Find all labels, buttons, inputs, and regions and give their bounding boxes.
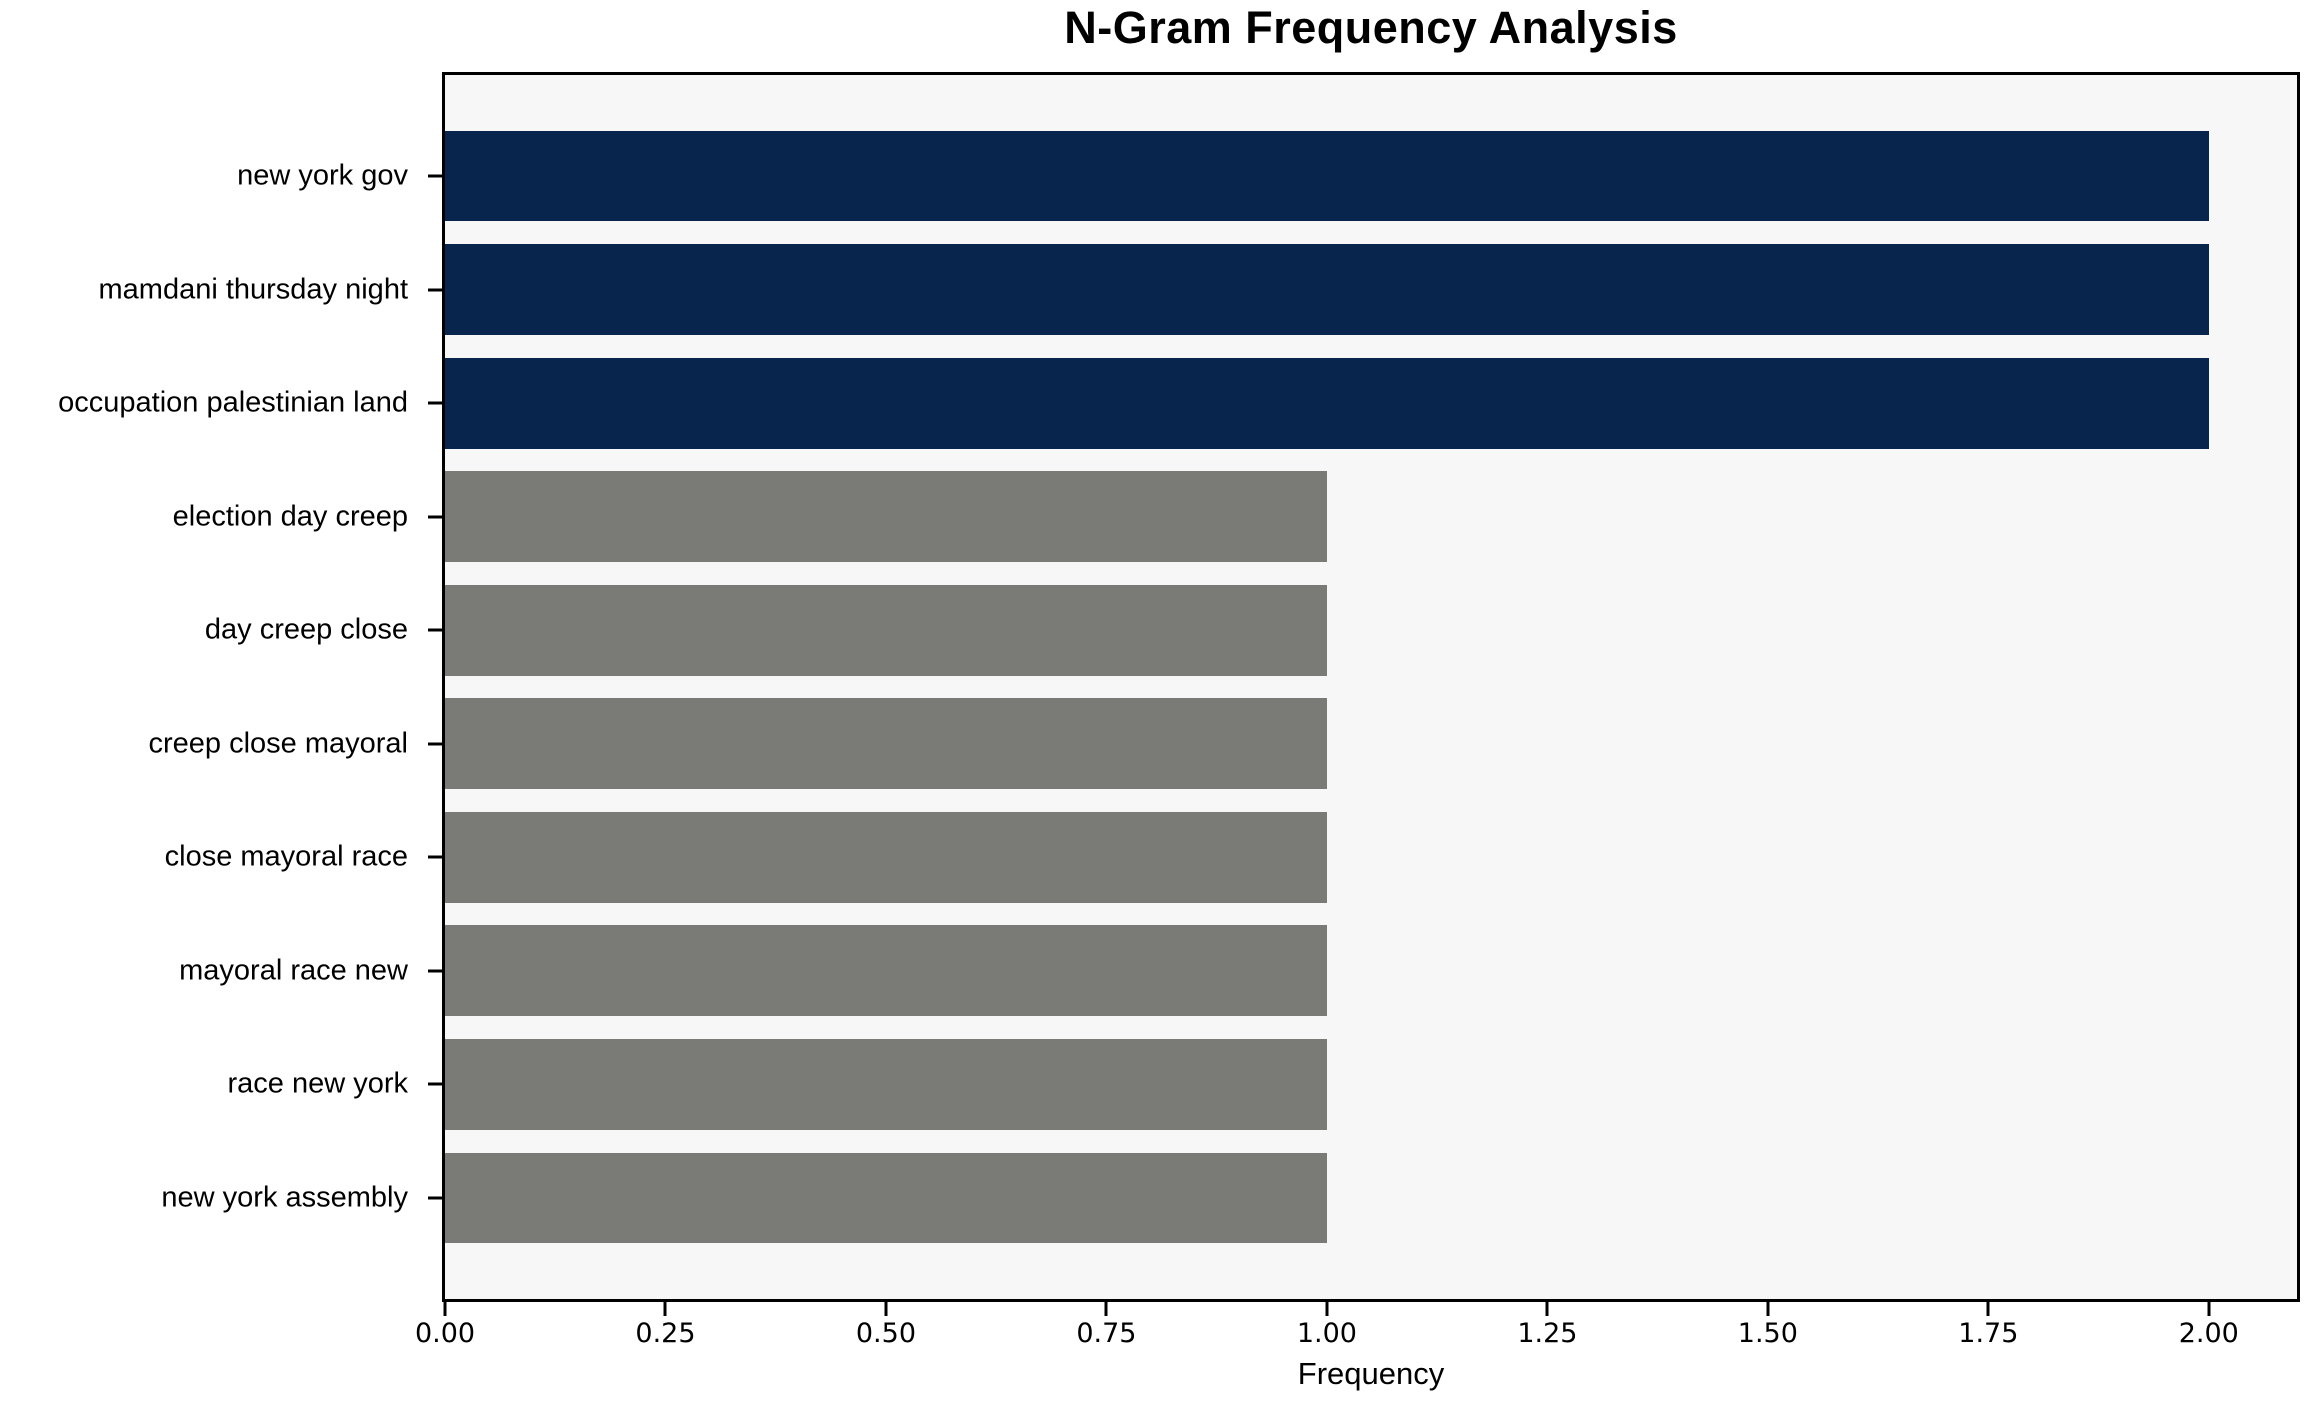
y-tick-label: new york gov — [237, 159, 408, 192]
y-tick-mark — [428, 969, 442, 973]
y-tick-label: occupation palestinian land — [58, 386, 408, 419]
x-tick-mark — [2207, 1302, 2211, 1316]
y-tick-label: election day creep — [172, 500, 408, 533]
y-axis-ticks — [428, 75, 442, 1299]
x-tick-label: 0.25 — [635, 1318, 696, 1349]
x-axis-ticks — [443, 1302, 2297, 1318]
x-tick-label: 1.50 — [1737, 1318, 1798, 1349]
x-tick-mark — [663, 1302, 667, 1316]
x-tick-mark — [1325, 1302, 1329, 1316]
y-tick-label: close mayoral race — [164, 840, 408, 873]
bar — [445, 925, 1327, 1017]
y-tick-label: day creep close — [204, 613, 408, 646]
y-tick-label: new york assembly — [161, 1181, 408, 1214]
bar — [445, 584, 1327, 676]
y-tick-mark — [428, 174, 442, 178]
x-tick-mark — [1545, 1302, 1549, 1316]
y-tick-mark — [428, 401, 442, 405]
y-tick-label: race new york — [227, 1067, 408, 1100]
y-tick-mark — [428, 628, 442, 632]
bar — [445, 1038, 1327, 1130]
chart-title: N-Gram Frequency Analysis — [1064, 2, 1678, 53]
y-tick-label: creep close mayoral — [148, 727, 409, 760]
x-tick-label: 0.50 — [855, 1318, 916, 1349]
plot-area — [442, 72, 2300, 1302]
x-tick-mark — [1104, 1302, 1108, 1316]
bar — [445, 357, 2209, 449]
y-tick-mark — [428, 1196, 442, 1200]
y-tick-mark — [428, 742, 442, 746]
y-tick-mark — [428, 288, 442, 292]
x-tick-label: 1.00 — [1296, 1318, 1357, 1349]
x-axis-title: Frequency — [1297, 1356, 1445, 1391]
x-tick-label: 2.00 — [2178, 1318, 2239, 1349]
x-tick-mark — [884, 1302, 888, 1316]
y-axis-labels: new york gov mamdani thursday night occupa… — [0, 75, 408, 1299]
y-tick-mark — [428, 855, 442, 859]
y-tick-label: mamdani thursday night — [98, 273, 409, 306]
x-tick-mark — [1986, 1302, 1990, 1316]
bar — [445, 1152, 1327, 1244]
bar — [445, 698, 1327, 790]
x-tick-label: 0.00 — [414, 1318, 476, 1349]
x-tick-label: 0.75 — [1076, 1318, 1137, 1349]
bar — [445, 811, 1327, 903]
x-axis-tick-labels: 0.00 0.25 0.50 0.75 1.00 1.25 1.50 1.75 2.00 — [415, 1318, 2297, 1354]
bar — [445, 244, 2209, 335]
x-tick-mark — [443, 1302, 447, 1316]
x-tick-mark — [1766, 1302, 1770, 1316]
y-tick-label: mayoral race new — [179, 954, 408, 987]
y-tick-mark — [428, 1082, 442, 1086]
x-tick-label: 1.75 — [1958, 1318, 2019, 1349]
x-tick-label: 1.25 — [1517, 1318, 1578, 1349]
y-tick-mark — [428, 515, 442, 519]
bar — [445, 130, 2209, 222]
bar — [445, 471, 1327, 563]
